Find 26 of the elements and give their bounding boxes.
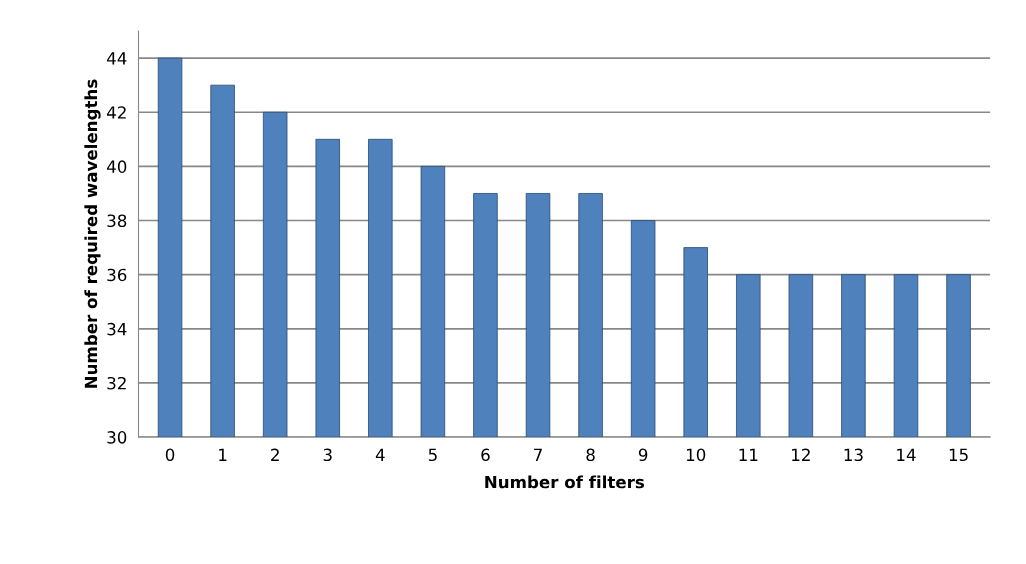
x-tick-label: 2 (271, 448, 279, 461)
x-tick-label: 7 (534, 448, 542, 461)
y-tick-label: 40 (107, 160, 127, 173)
y-tick-label: 34 (107, 322, 127, 336)
x-tick-label: 5 (428, 448, 437, 462)
x-tick-label: 15 (949, 448, 968, 462)
y-tick-label: 30 (107, 431, 127, 444)
x-tick-label: 3 (323, 448, 332, 462)
x-tick-label: 10 (686, 448, 706, 462)
y-tick-label: 44 (107, 52, 127, 65)
x-tick-label: 9 (638, 448, 648, 462)
x-axis-title: Number of filters (485, 475, 645, 489)
x-tick-label: 6 (481, 448, 490, 462)
y-tick-label: 36 (107, 268, 127, 282)
x-tick-label: 11 (739, 448, 758, 461)
x-tick-label: 4 (375, 448, 385, 461)
y-tick-label: 32 (107, 376, 126, 390)
y-tick-label: 38 (107, 214, 127, 228)
x-tick-label: 8 (586, 448, 595, 462)
x-tick-label: 13 (844, 448, 863, 462)
y-axis-title: Number of required wavelengths (84, 79, 101, 388)
x-tick-label: 0 (165, 448, 175, 462)
x-tick-label: 1 (219, 448, 227, 461)
x-tick-label: 14 (897, 448, 916, 461)
y-tick-label: 42 (107, 106, 126, 119)
x-tick-label: 12 (792, 448, 810, 461)
